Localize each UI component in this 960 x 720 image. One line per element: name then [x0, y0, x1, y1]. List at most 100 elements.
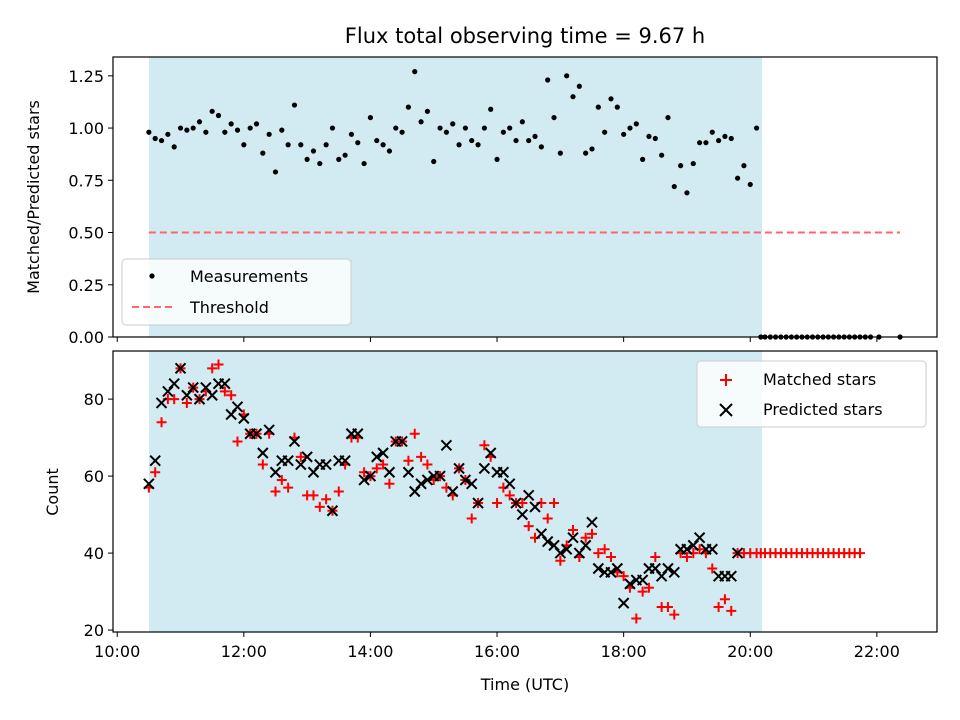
predicted-star-point: [447, 485, 459, 498]
measurement-point: [405, 104, 412, 110]
matched-star-point: [378, 459, 389, 470]
predicted-star-point: [168, 378, 180, 390]
measurement-point: [380, 142, 386, 148]
legend-matched-marker: [720, 374, 732, 386]
matched-star-point: [713, 601, 724, 612]
measurement-point: [545, 77, 551, 83]
measurement-point: [684, 190, 690, 196]
measurement-point: [152, 135, 158, 142]
measurement-point: [253, 121, 260, 127]
predicted-star-point: [636, 574, 649, 586]
measurement-point: [323, 142, 329, 148]
measurement-point: [488, 106, 494, 112]
legend-predicted-marker: [719, 403, 733, 417]
measurement-point: [456, 142, 462, 148]
measurement-point: [386, 148, 393, 154]
legend-threshold-label: Threshold: [189, 298, 269, 317]
measurement-point: [646, 133, 652, 140]
matched-star-point: [504, 490, 515, 501]
observing-window-shade-bottom: [149, 351, 762, 632]
matched-star-point: [150, 467, 161, 478]
matched-star-point: [403, 455, 414, 466]
predicted-star-point: [282, 454, 294, 467]
measurement-point: [652, 135, 658, 142]
measurement-point: [728, 135, 734, 142]
predicted-star-point: [440, 439, 453, 452]
count-axes-frame: [112, 350, 938, 633]
measurement-point: [437, 125, 443, 131]
measurement-point: [519, 119, 525, 125]
matched-star-point: [719, 594, 730, 605]
x-axis-label: Time (UTC): [480, 675, 569, 694]
matched-star-point: [466, 513, 477, 524]
measurement-point: [203, 129, 209, 135]
predicted-star-point: [605, 566, 617, 579]
matched-star-point: [479, 440, 490, 451]
predicted-star-point: [586, 516, 598, 529]
predicted-star-point: [459, 474, 472, 486]
predicted-star-point: [364, 470, 377, 482]
predicted-star-point: [567, 531, 579, 544]
x-tick-label: 10:00: [94, 642, 140, 661]
measurement-point: [165, 131, 171, 137]
measurement-point: [589, 146, 595, 152]
matched-star-point: [726, 605, 737, 616]
measurement-point: [469, 137, 475, 144]
predicted-star-point: [522, 489, 535, 502]
measurement-point: [424, 108, 431, 114]
legend-measurements-label: Measurements: [190, 267, 308, 286]
predicted-star-point: [320, 458, 332, 471]
predicted-star-point: [554, 547, 567, 559]
matched-star-point: [169, 394, 180, 405]
measurement-point: [494, 156, 500, 162]
measurement-point: [747, 181, 753, 188]
measurement-point: [412, 69, 418, 75]
count-y-tick-label: 60: [84, 467, 104, 486]
count-legend: Matched stars Predicted stars: [696, 360, 927, 428]
matched-star-point: [219, 386, 230, 397]
ratio-y-tick-label: 1.00: [68, 119, 104, 138]
measurement-point: [526, 137, 532, 144]
chart-title: Flux total observing time = 9.67 h: [345, 24, 705, 48]
matched-star-point: [181, 397, 192, 408]
matched-star-point: [542, 513, 553, 524]
predicted-star-point: [301, 451, 313, 463]
predicted-star-point: [263, 424, 275, 436]
measurement-point: [215, 112, 222, 119]
matched-star-point: [586, 528, 597, 539]
matched-star-point: [662, 601, 673, 612]
matched-star-point: [517, 498, 528, 509]
matched-star-point: [416, 451, 427, 462]
measurement-point: [234, 127, 241, 133]
measurement-point: [690, 160, 696, 167]
measurement-point: [317, 160, 323, 167]
predicted-star-point: [503, 478, 516, 490]
predicted-star-point: [731, 547, 744, 559]
predicted-star-point: [371, 451, 383, 463]
measurement-point: [741, 163, 747, 169]
measurement-point: [678, 163, 684, 169]
measurement-point: [336, 156, 342, 162]
count-y-axis-label: Count: [43, 468, 62, 516]
measurement-point: [640, 156, 646, 162]
measurement-point: [418, 119, 424, 125]
measurement-point: [753, 125, 760, 131]
predicted-star-point: [617, 597, 630, 609]
count-legend-box: [696, 360, 927, 428]
measurement-point: [171, 144, 177, 150]
predicted-star-point: [560, 543, 573, 555]
predicted-star-point: [193, 393, 206, 405]
matched-star-point: [371, 463, 382, 474]
predicted-star-point: [257, 447, 269, 459]
measurement-point: [608, 96, 614, 102]
predicted-star-point: [529, 501, 541, 513]
predicted-star-point: [611, 562, 624, 575]
measurement-point: [348, 131, 355, 137]
matched-star-point: [207, 363, 218, 374]
measurement-point: [222, 129, 228, 135]
predicted-star-point: [662, 562, 674, 575]
measurement-point: [399, 129, 405, 135]
x-tick-label: 18:00: [601, 642, 647, 661]
measurement-point: [177, 125, 184, 131]
